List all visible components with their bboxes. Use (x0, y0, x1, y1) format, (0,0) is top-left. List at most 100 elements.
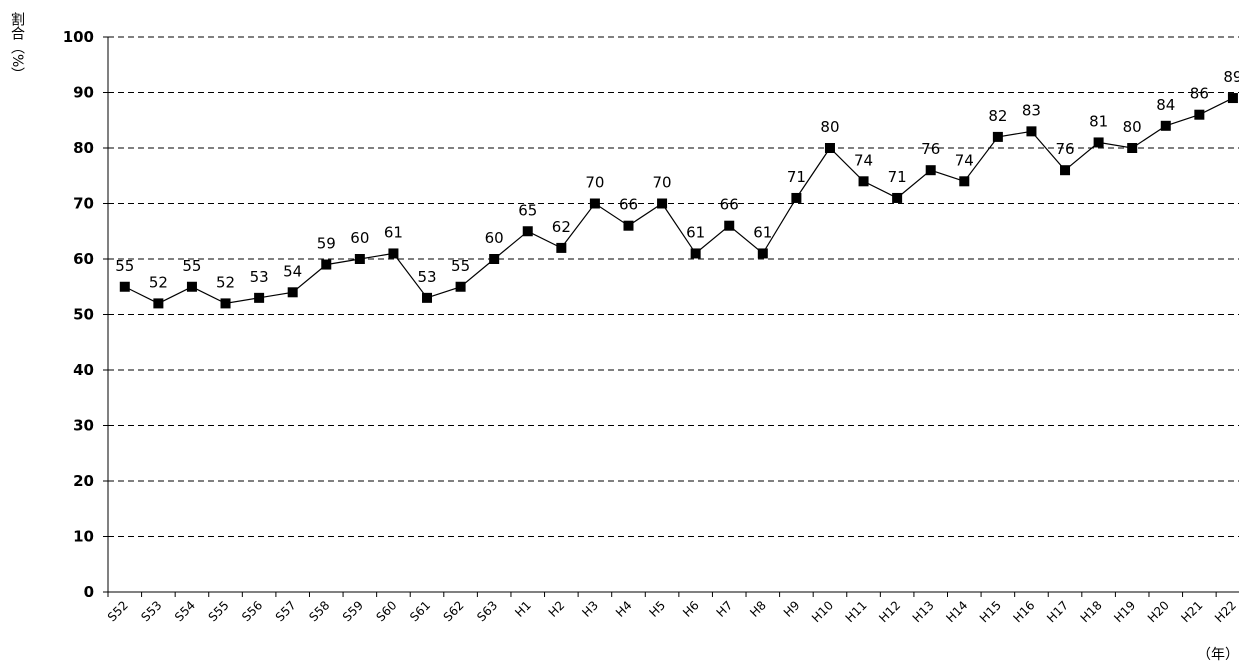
marker (724, 220, 735, 231)
marker (354, 254, 365, 264)
x-tick-label: S61 (407, 598, 433, 624)
data-label: 61 (384, 223, 403, 241)
x-tick-label: H4 (613, 598, 635, 620)
data-label: 61 (686, 223, 705, 241)
y-tick-label: 70 (73, 195, 94, 213)
y-tick-label: 60 (73, 250, 94, 268)
x-tick-label: H1 (512, 598, 534, 620)
y-tick-label: 50 (73, 306, 94, 324)
data-label: 83 (1022, 101, 1041, 119)
marker (992, 131, 1003, 142)
data-label: 54 (283, 262, 302, 280)
x-tick-label: S52 (105, 598, 131, 624)
x-tick-label: S59 (340, 598, 366, 624)
y-tick-label: 10 (73, 528, 94, 546)
marker (858, 176, 869, 187)
marker (757, 248, 768, 259)
x-tick-label: S53 (138, 598, 164, 624)
data-label: 60 (350, 229, 369, 247)
y-tick-label: 0 (84, 583, 94, 601)
x-tick-label: H5 (647, 598, 669, 620)
data-label: 89 (1223, 68, 1239, 86)
marker (1026, 126, 1037, 137)
marker (1194, 109, 1205, 120)
data-label: 66 (619, 196, 638, 214)
marker (1127, 143, 1138, 153)
data-label: 52 (216, 273, 235, 291)
y-tick-label: 20 (73, 472, 94, 490)
x-tick-label: H13 (910, 598, 937, 625)
data-label: 60 (485, 229, 504, 247)
data-label: 70 (585, 174, 604, 192)
x-tick-label: S60 (373, 598, 399, 624)
x-tick-label: H9 (781, 598, 803, 620)
x-tick-label: H10 (809, 598, 836, 625)
x-tick-label: S54 (172, 598, 198, 624)
data-label: 53 (250, 268, 269, 286)
data-label: 55 (115, 257, 134, 275)
data-label: 80 (1123, 118, 1142, 136)
x-tick-label: S55 (206, 598, 232, 624)
data-label: 55 (451, 257, 470, 275)
data-label: 65 (518, 201, 537, 219)
marker (959, 176, 970, 187)
x-tick-label: S63 (474, 598, 500, 624)
marker (220, 298, 231, 309)
y-tick-label: 90 (73, 84, 94, 102)
marker (153, 298, 164, 309)
x-tick-label: H12 (876, 598, 903, 625)
x-tick-label: H15 (977, 598, 1004, 625)
x-tick-label: H6 (680, 598, 702, 620)
data-label: 84 (1156, 96, 1175, 114)
marker (119, 281, 130, 292)
marker (321, 259, 332, 270)
marker (254, 292, 265, 303)
marker (892, 192, 903, 203)
marker (1227, 93, 1238, 104)
marker (422, 292, 433, 303)
x-tick-label: H3 (579, 598, 601, 620)
data-label: 55 (182, 257, 201, 275)
marker (489, 254, 500, 264)
marker (623, 220, 634, 231)
data-label: 74 (955, 151, 974, 169)
y-tick-label: 30 (73, 417, 94, 435)
data-label: 53 (417, 268, 436, 286)
data-label: 74 (854, 151, 873, 169)
marker (657, 198, 668, 209)
data-label: 81 (1089, 112, 1108, 130)
data-label: 62 (552, 218, 571, 236)
marker (589, 198, 600, 209)
x-tick-label: H7 (714, 598, 736, 620)
marker (791, 192, 802, 203)
marker (925, 165, 936, 176)
marker (522, 226, 533, 237)
x-tick-label: H19 (1111, 598, 1138, 625)
marker (1160, 120, 1171, 131)
data-label: 70 (653, 174, 672, 192)
data-label: 61 (753, 223, 772, 241)
data-label: 71 (888, 168, 907, 186)
x-tick-label: S57 (273, 598, 299, 624)
y-tick-label: 40 (73, 361, 94, 379)
x-tick-label: S56 (239, 598, 265, 624)
marker (388, 248, 399, 259)
y-tick-label: 80 (73, 139, 94, 157)
x-tick-label: H17 (1044, 598, 1071, 625)
y-axis-label: 割合（%） (9, 12, 25, 82)
x-tick-label: H8 (747, 598, 769, 620)
marker (455, 281, 466, 292)
data-label: 52 (149, 273, 168, 291)
marker (824, 143, 835, 153)
data-label: 82 (988, 107, 1007, 125)
data-label: 80 (820, 118, 839, 136)
x-tick-label: H11 (843, 598, 870, 625)
x-tick-label: H2 (546, 598, 568, 620)
x-tick-label: S58 (306, 598, 332, 624)
x-tick-label: S62 (441, 598, 467, 624)
x-tick-label: H18 (1078, 598, 1105, 625)
data-label: 76 (921, 140, 940, 158)
x-axis-label: （年） (1197, 647, 1239, 663)
x-tick-label: H21 (1178, 598, 1205, 625)
